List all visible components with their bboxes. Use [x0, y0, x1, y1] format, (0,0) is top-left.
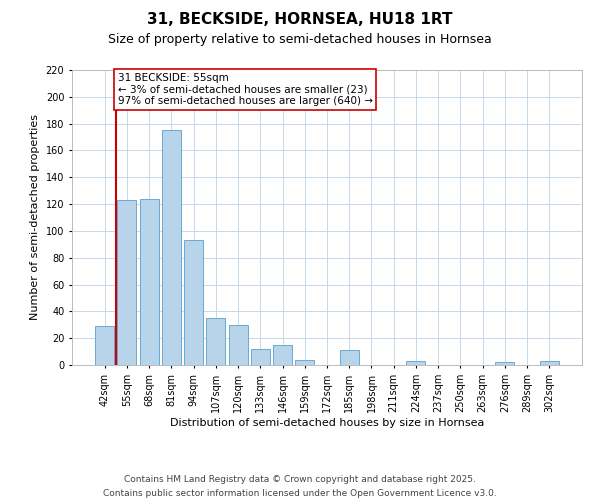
Bar — [162, 130, 181, 365]
Bar — [295, 360, 314, 365]
Text: Contains HM Land Registry data © Crown copyright and database right 2025.
Contai: Contains HM Land Registry data © Crown c… — [103, 476, 497, 498]
Text: 31, BECKSIDE, HORNSEA, HU18 1RT: 31, BECKSIDE, HORNSEA, HU18 1RT — [147, 12, 453, 28]
Text: 31 BECKSIDE: 55sqm
← 3% of semi-detached houses are smaller (23)
97% of semi-det: 31 BECKSIDE: 55sqm ← 3% of semi-detached… — [118, 72, 373, 106]
Bar — [496, 362, 514, 365]
Bar — [140, 198, 158, 365]
Bar — [95, 326, 114, 365]
Bar — [184, 240, 203, 365]
Bar — [406, 361, 425, 365]
Y-axis label: Number of semi-detached properties: Number of semi-detached properties — [30, 114, 40, 320]
Bar — [206, 318, 225, 365]
Bar — [118, 200, 136, 365]
X-axis label: Distribution of semi-detached houses by size in Hornsea: Distribution of semi-detached houses by … — [170, 418, 484, 428]
Bar — [540, 361, 559, 365]
Bar — [273, 345, 292, 365]
Bar — [340, 350, 359, 365]
Bar — [229, 325, 248, 365]
Text: Size of property relative to semi-detached houses in Hornsea: Size of property relative to semi-detach… — [108, 32, 492, 46]
Bar — [251, 349, 270, 365]
